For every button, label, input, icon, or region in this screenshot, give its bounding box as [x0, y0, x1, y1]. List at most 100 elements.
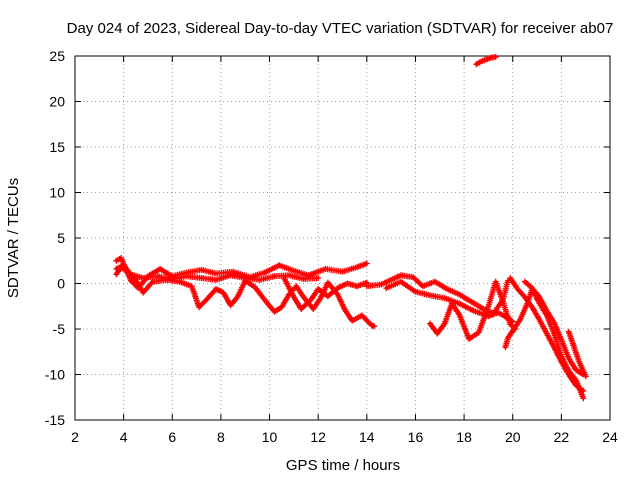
series-track-12 — [473, 53, 499, 68]
data-point — [316, 276, 320, 280]
data-point — [316, 287, 320, 291]
x-tick-label: 4 — [120, 429, 128, 445]
x-tick-label: 24 — [602, 429, 618, 445]
data-point — [559, 338, 563, 342]
data-point — [156, 274, 160, 278]
data-point — [530, 305, 534, 309]
data-point — [214, 271, 218, 275]
data-point — [433, 280, 437, 284]
data-point — [277, 263, 281, 267]
chart-title: Day 024 of 2023, Sidereal Day-to-day VTE… — [67, 20, 614, 37]
data-point — [457, 312, 461, 316]
data-point — [467, 337, 471, 341]
data-point — [336, 286, 340, 290]
data-point — [326, 281, 330, 285]
data-point — [350, 319, 354, 323]
data-point — [457, 292, 461, 296]
data-point — [545, 309, 549, 313]
data-point — [292, 269, 296, 273]
data-point — [503, 345, 507, 349]
x-tick-label: 14 — [359, 429, 375, 445]
data-point — [567, 330, 571, 334]
data-point — [221, 291, 225, 295]
y-tick-label: -5 — [53, 321, 66, 337]
x-tick-label: 16 — [408, 429, 424, 445]
grid-lines — [75, 56, 610, 420]
data-point — [428, 293, 432, 297]
data-point — [477, 331, 481, 335]
data-point — [428, 322, 432, 326]
data-point — [243, 279, 247, 283]
y-tick-label: -10 — [45, 367, 65, 383]
data-point — [190, 284, 194, 288]
data-point — [258, 278, 262, 282]
y-tick-label: 15 — [49, 139, 65, 155]
data-point — [443, 322, 447, 326]
data-point — [302, 295, 306, 299]
y-axis-label: SDTVAR / TECUs — [5, 178, 22, 298]
data-point — [165, 278, 169, 282]
data-point — [489, 56, 493, 60]
data-point — [214, 278, 218, 282]
series-track-9 — [507, 275, 587, 394]
data-point — [518, 318, 522, 322]
data-point — [411, 275, 415, 279]
data-point — [484, 58, 488, 62]
data-point — [231, 270, 235, 274]
data-point — [134, 278, 138, 282]
data-point — [559, 360, 563, 364]
data-point — [545, 332, 549, 336]
x-tick-label: 22 — [554, 429, 570, 445]
data-point — [389, 278, 393, 282]
data-point — [280, 305, 284, 309]
data-point — [119, 265, 123, 269]
data-point — [469, 300, 473, 304]
x-axis-label: GPS time / hours — [286, 457, 400, 474]
data-point — [370, 323, 374, 327]
data-point — [574, 383, 578, 387]
data-point — [141, 291, 145, 295]
data-point — [506, 336, 510, 340]
data-point — [263, 298, 267, 302]
data-point — [323, 267, 327, 271]
data-point — [355, 265, 359, 269]
data-point — [287, 273, 291, 277]
data-point — [567, 373, 571, 376]
y-tick-labels: -15 -10 -5 0 5 10 15 20 25 — [45, 48, 65, 428]
data-marks — [113, 53, 589, 402]
data-point — [343, 308, 347, 312]
data-point — [119, 256, 123, 260]
data-point — [443, 296, 447, 300]
series-track-2 — [113, 262, 322, 283]
y-tick-label: 10 — [49, 185, 65, 201]
data-point — [399, 280, 403, 284]
data-point — [399, 273, 403, 277]
data-point — [530, 286, 534, 290]
data-point — [292, 295, 296, 299]
data-point — [516, 287, 520, 291]
data-point — [496, 311, 500, 315]
data-point — [372, 324, 376, 328]
data-point — [229, 273, 233, 277]
data-point — [151, 280, 155, 284]
data-point — [581, 396, 585, 400]
x-tick-label: 8 — [217, 429, 225, 445]
data-point — [185, 274, 189, 278]
data-point — [158, 267, 162, 271]
data-point — [294, 284, 298, 288]
data-point — [379, 282, 383, 286]
data-point — [486, 304, 490, 308]
data-point — [365, 284, 369, 288]
data-point — [581, 369, 585, 373]
data-point — [309, 298, 313, 302]
data-point — [581, 389, 585, 393]
data-point — [214, 287, 218, 291]
data-point — [494, 55, 498, 59]
data-point — [450, 302, 454, 306]
data-point — [501, 300, 505, 304]
data-point — [435, 332, 439, 336]
data-point — [360, 313, 364, 317]
x-tick-label: 20 — [505, 429, 521, 445]
data-point — [494, 280, 498, 284]
